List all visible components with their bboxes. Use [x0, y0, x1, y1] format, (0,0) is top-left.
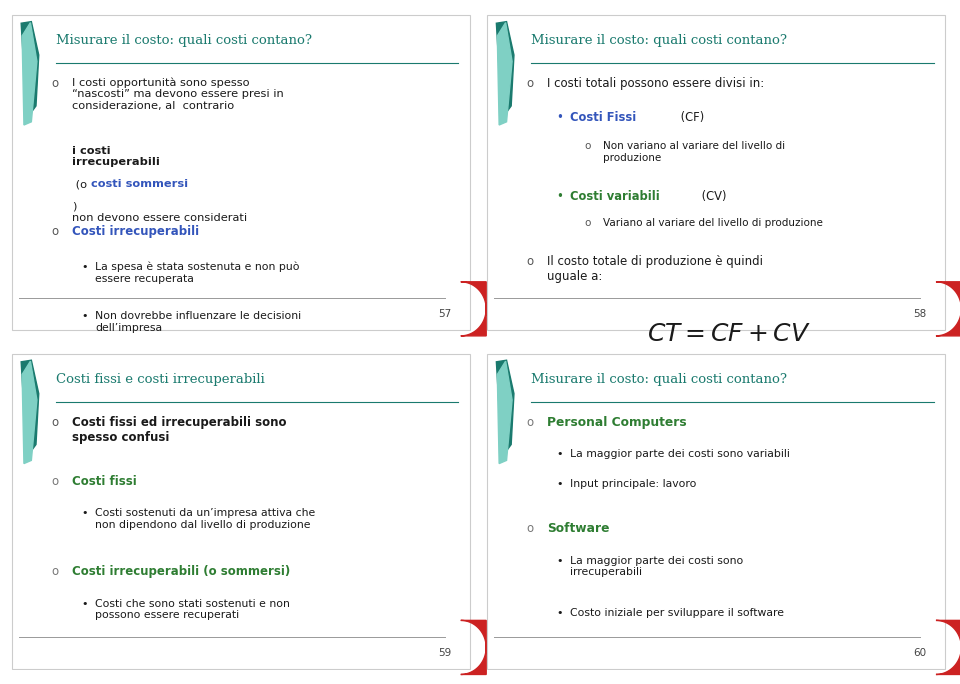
- FancyBboxPatch shape: [12, 15, 470, 330]
- Text: •: •: [82, 311, 87, 321]
- Text: Costo iniziale per sviluppare il software: Costo iniziale per sviluppare il softwar…: [570, 608, 784, 618]
- Text: o: o: [51, 77, 59, 90]
- Text: o: o: [585, 218, 590, 228]
- Text: o: o: [526, 416, 534, 429]
- Text: •: •: [557, 556, 563, 566]
- Text: I costi opportunità sono spesso
“nascosti” ma devono essere presi in
considerazi: I costi opportunità sono spesso “nascost…: [72, 77, 284, 111]
- Text: Costi che sono stati sostenuti e non
possono essere recuperati: Costi che sono stati sostenuti e non pos…: [95, 598, 290, 620]
- Text: 59: 59: [439, 648, 451, 657]
- Text: (CF): (CF): [677, 111, 704, 124]
- FancyBboxPatch shape: [487, 354, 946, 669]
- Text: o: o: [526, 523, 534, 536]
- Text: 60: 60: [914, 648, 926, 657]
- Text: •: •: [557, 608, 563, 618]
- Text: Costi fissi e costi irrecuperabili: Costi fissi e costi irrecuperabili: [56, 373, 265, 386]
- Text: costi sommersi: costi sommersi: [90, 179, 188, 189]
- Text: o: o: [526, 77, 534, 90]
- Text: •: •: [557, 479, 563, 490]
- Text: o: o: [51, 566, 59, 579]
- FancyBboxPatch shape: [12, 354, 470, 669]
- Polygon shape: [21, 360, 38, 457]
- Text: •: •: [557, 449, 563, 459]
- Text: La spesa è stata sostenuta e non può
essere recuperata: La spesa è stata sostenuta e non può ess…: [95, 262, 300, 284]
- Text: )
non devono essere considerati: ) non devono essere considerati: [72, 201, 247, 223]
- Polygon shape: [461, 282, 486, 336]
- Text: i costi
irrecuperabili: i costi irrecuperabili: [72, 146, 160, 168]
- Polygon shape: [497, 361, 512, 464]
- Polygon shape: [496, 360, 514, 457]
- Text: Costi irrecuperabili (o sommersi): Costi irrecuperabili (o sommersi): [72, 566, 290, 579]
- Polygon shape: [936, 282, 960, 336]
- Text: I costi totali possono essere divisi in:: I costi totali possono essere divisi in:: [547, 77, 764, 90]
- Text: (o: (o: [72, 179, 91, 189]
- Text: Costi variabili: Costi variabili: [570, 190, 660, 203]
- Text: o: o: [51, 225, 59, 238]
- Text: Non dovrebbe influenzare le decisioni
dell’impresa: Non dovrebbe influenzare le decisioni de…: [95, 311, 301, 332]
- Polygon shape: [496, 22, 514, 118]
- Text: •: •: [82, 262, 87, 272]
- Polygon shape: [22, 361, 36, 464]
- Polygon shape: [461, 620, 486, 674]
- Text: Il costo totale di produzione è quindi
uguale a:: Il costo totale di produzione è quindi u…: [547, 254, 763, 282]
- Text: o: o: [585, 141, 590, 151]
- Polygon shape: [21, 22, 38, 118]
- Text: Input principale: lavoro: Input principale: lavoro: [570, 479, 697, 490]
- Text: Costi fissi: Costi fissi: [72, 475, 137, 488]
- Text: Costi Fissi: Costi Fissi: [570, 111, 636, 124]
- Text: Non variano al variare del livello di
produzione: Non variano al variare del livello di pr…: [603, 141, 785, 163]
- Text: Costi sostenuti da un’impresa attiva che
non dipendono dal livello di produzione: Costi sostenuti da un’impresa attiva che…: [95, 508, 316, 529]
- Text: Costi fissi ed irrecuperabili sono
spesso confusi: Costi fissi ed irrecuperabili sono spess…: [72, 416, 287, 444]
- Text: Misurare il costo: quali costi contano?: Misurare il costo: quali costi contano?: [531, 373, 787, 386]
- Text: (CV): (CV): [698, 190, 726, 203]
- Text: •: •: [82, 508, 87, 518]
- Text: Misurare il costo: quali costi contano?: Misurare il costo: quali costi contano?: [56, 34, 312, 47]
- Text: Personal Computers: Personal Computers: [547, 416, 687, 429]
- Text: 57: 57: [439, 309, 451, 319]
- Text: $\mathit{CT} = \mathit{CF} + \mathit{CV}$: $\mathit{CT} = \mathit{CF} + \mathit{CV}…: [647, 323, 810, 346]
- Polygon shape: [22, 23, 36, 125]
- Text: Variano al variare del livello di produzione: Variano al variare del livello di produz…: [603, 218, 823, 228]
- Text: o: o: [51, 475, 59, 488]
- Text: La maggior parte dei costi sono variabili: La maggior parte dei costi sono variabil…: [570, 449, 790, 459]
- Text: Costi irrecuperabili: Costi irrecuperabili: [72, 225, 199, 238]
- Text: La maggior parte dei costi sono
irrecuperabili: La maggior parte dei costi sono irrecupe…: [570, 556, 744, 577]
- Text: o: o: [526, 254, 534, 267]
- Text: •: •: [82, 598, 87, 609]
- Text: o: o: [51, 416, 59, 429]
- Text: 58: 58: [914, 309, 926, 319]
- Text: •: •: [557, 190, 564, 203]
- Polygon shape: [497, 23, 512, 125]
- Text: Software: Software: [547, 523, 610, 536]
- Text: •: •: [557, 111, 564, 124]
- Text: Misurare il costo: quali costi contano?: Misurare il costo: quali costi contano?: [531, 34, 787, 47]
- Polygon shape: [936, 620, 960, 674]
- FancyBboxPatch shape: [487, 15, 946, 330]
